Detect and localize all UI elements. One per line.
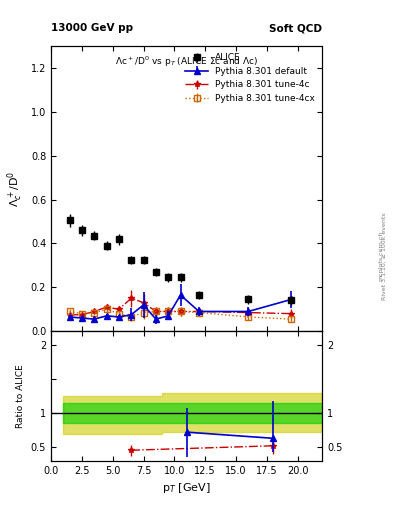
Y-axis label: $\Lambda_c^+$/D$^0$: $\Lambda_c^+$/D$^0$ — [6, 170, 25, 207]
Text: $\Lambda$c$^+$/D$^0$ vs p$_T$ (ALICE $\Sigma$c and $\Lambda$c): $\Lambda$c$^+$/D$^0$ vs p$_T$ (ALICE $\S… — [115, 55, 258, 69]
X-axis label: p$_T$ [GeV]: p$_T$ [GeV] — [162, 481, 211, 495]
Text: Soft QCD: Soft QCD — [269, 23, 322, 33]
Text: Rivet 3.1.10, ≥ 100k events: Rivet 3.1.10, ≥ 100k events — [382, 212, 387, 300]
Legend: ALICE, Pythia 8.301 default, Pythia 8.301 tune-4c, Pythia 8.301 tune-4cx: ALICE, Pythia 8.301 default, Pythia 8.30… — [183, 51, 318, 105]
Text: mcplots.cern.ch: mcplots.cern.ch — [378, 231, 383, 281]
Y-axis label: Ratio to ALICE: Ratio to ALICE — [16, 364, 25, 428]
Text: 13000 GeV pp: 13000 GeV pp — [51, 23, 133, 33]
